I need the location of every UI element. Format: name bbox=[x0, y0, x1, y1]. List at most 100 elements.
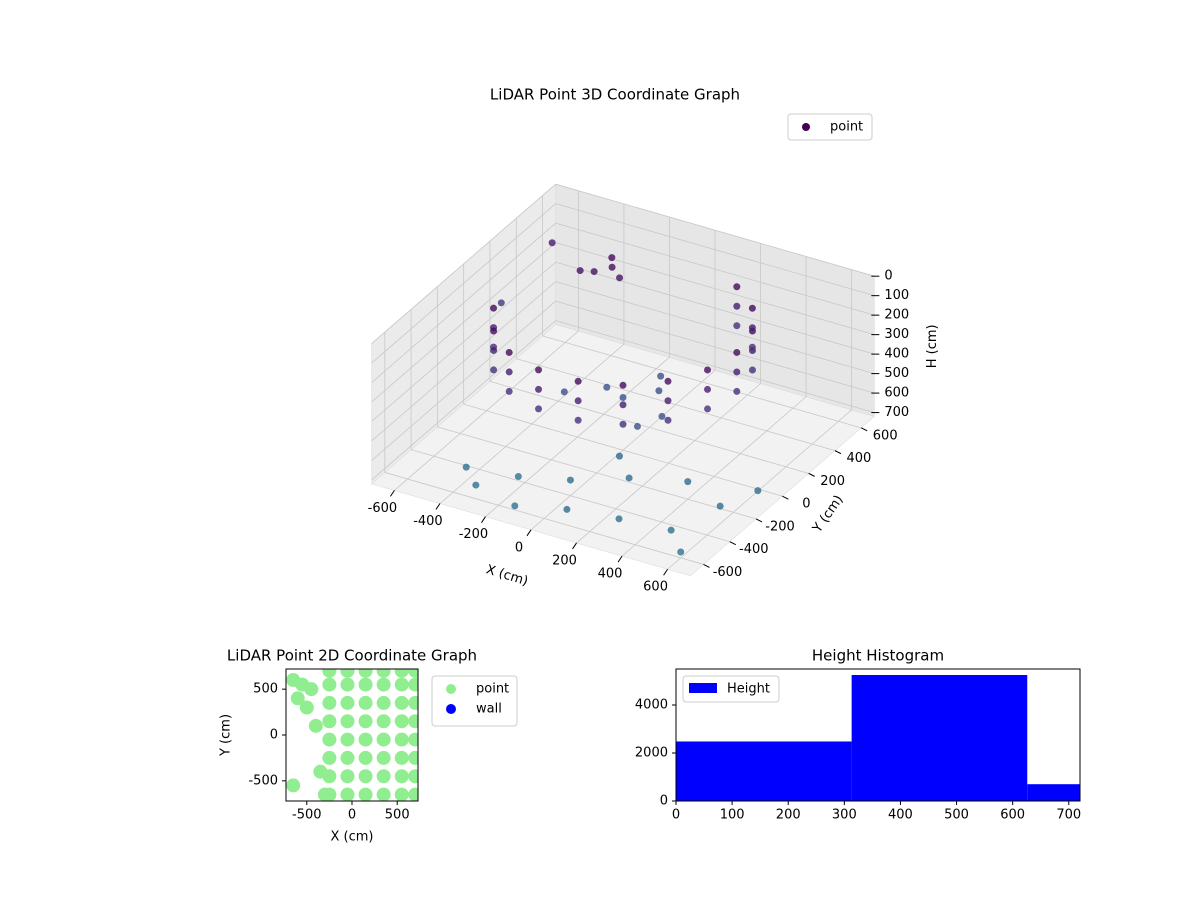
z-tick-label: 300 bbox=[884, 327, 909, 342]
z-tick-label: 600 bbox=[884, 386, 909, 401]
point bbox=[358, 750, 373, 765]
legend-marker bbox=[446, 704, 456, 714]
x-tick-label: -500 bbox=[292, 808, 322, 823]
point bbox=[340, 677, 355, 692]
point bbox=[394, 769, 409, 784]
z-axis-label: H (cm) bbox=[925, 324, 940, 368]
x-axis-label: X (cm) bbox=[331, 830, 374, 845]
plot-area bbox=[286, 669, 418, 801]
point bbox=[394, 677, 409, 692]
bar bbox=[676, 741, 852, 801]
axes-frame bbox=[675, 668, 1081, 802]
point bbox=[408, 669, 418, 678]
point bbox=[304, 682, 319, 697]
point bbox=[664, 397, 672, 405]
point bbox=[615, 452, 623, 460]
point bbox=[658, 412, 666, 420]
point bbox=[408, 695, 418, 710]
point bbox=[358, 787, 373, 801]
point bbox=[394, 714, 409, 729]
point bbox=[376, 677, 391, 692]
point bbox=[563, 505, 571, 513]
grid-line bbox=[371, 242, 556, 403]
point bbox=[704, 385, 712, 393]
x-tick-label: 700 bbox=[1056, 808, 1081, 823]
x-tick-label: 0 bbox=[348, 808, 356, 823]
y-tick-label: 0 bbox=[270, 728, 278, 743]
point bbox=[535, 385, 543, 393]
point bbox=[408, 750, 418, 765]
y-tick-label: -400 bbox=[739, 542, 769, 557]
x-tick-label: 600 bbox=[1000, 808, 1025, 823]
point bbox=[704, 405, 712, 413]
z-tick-label: 0 bbox=[884, 269, 892, 284]
grid-line bbox=[555, 300, 875, 394]
y-tick bbox=[808, 472, 815, 477]
point bbox=[608, 254, 616, 262]
chart-title: LiDAR Point 2D Coordinate Graph bbox=[227, 647, 477, 665]
z-tick-label: 500 bbox=[884, 366, 909, 381]
point bbox=[574, 397, 582, 405]
z-tick-label: 100 bbox=[884, 288, 909, 303]
point bbox=[590, 268, 598, 276]
point bbox=[505, 387, 513, 395]
bar bbox=[1027, 784, 1080, 801]
point bbox=[664, 377, 672, 385]
point bbox=[358, 677, 373, 692]
point bbox=[574, 377, 582, 385]
x-axis-label: X (cm) bbox=[484, 562, 530, 589]
point bbox=[677, 548, 685, 556]
y-tick-label: 200 bbox=[820, 474, 845, 489]
z-tick-label: 200 bbox=[884, 308, 909, 323]
point bbox=[490, 304, 498, 312]
point bbox=[619, 381, 627, 389]
y-tick-label: -600 bbox=[713, 565, 743, 580]
point bbox=[616, 274, 624, 282]
point bbox=[408, 677, 418, 692]
point bbox=[376, 669, 391, 678]
grid-line bbox=[371, 222, 556, 383]
point bbox=[322, 750, 337, 765]
grid-line bbox=[555, 261, 875, 355]
point bbox=[576, 267, 584, 275]
point bbox=[505, 348, 513, 356]
point bbox=[633, 422, 641, 430]
point bbox=[574, 416, 582, 424]
chart-title: Height Histogram bbox=[812, 647, 944, 665]
legend-marker bbox=[802, 123, 810, 131]
point bbox=[340, 750, 355, 765]
point bbox=[733, 283, 741, 291]
grid-line bbox=[371, 261, 556, 422]
y-axis-label: Y (cm) bbox=[810, 493, 847, 537]
x-tick-label: 500 bbox=[944, 808, 969, 823]
x-tick-label: 100 bbox=[720, 808, 745, 823]
legend-label: point bbox=[476, 682, 509, 697]
point bbox=[376, 714, 391, 729]
point bbox=[322, 677, 337, 692]
legend-label: wall bbox=[476, 702, 502, 717]
point bbox=[322, 714, 337, 729]
point bbox=[748, 324, 756, 332]
point bbox=[376, 769, 391, 784]
y-tick-label: 500 bbox=[253, 682, 278, 697]
y-tick-label: -200 bbox=[765, 519, 795, 534]
point bbox=[340, 732, 355, 747]
point bbox=[657, 372, 665, 380]
point bbox=[754, 487, 762, 495]
x-tick bbox=[617, 555, 623, 563]
point bbox=[322, 695, 337, 710]
point bbox=[664, 416, 672, 424]
point bbox=[716, 502, 724, 510]
point bbox=[394, 669, 409, 678]
point bbox=[733, 348, 741, 356]
x-tick-label: 200 bbox=[552, 553, 577, 568]
y-tick-label: 4000 bbox=[635, 698, 668, 713]
point bbox=[376, 787, 391, 801]
grid-line bbox=[555, 222, 875, 316]
x-tick bbox=[526, 529, 532, 537]
point bbox=[340, 769, 355, 784]
point bbox=[667, 526, 675, 534]
y-tick bbox=[834, 450, 842, 455]
z-tick-label: 400 bbox=[884, 347, 909, 362]
x-tick bbox=[572, 542, 577, 550]
